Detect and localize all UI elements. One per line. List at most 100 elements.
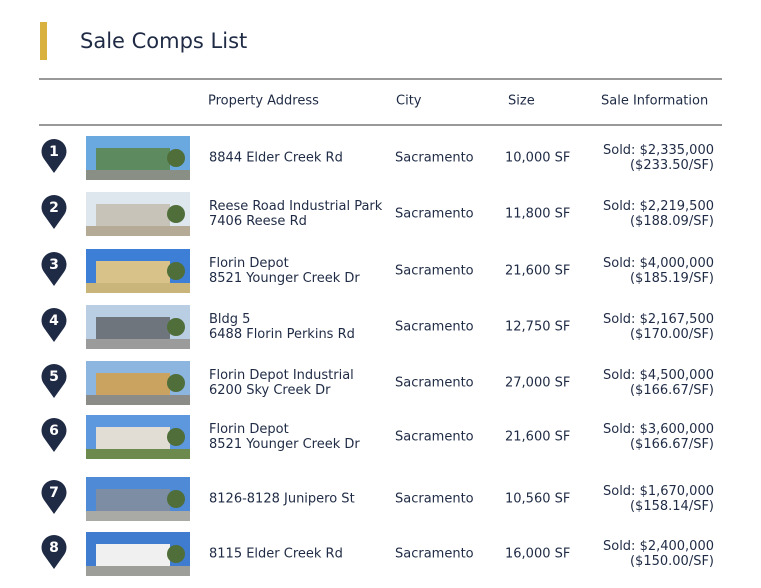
city: Sacramento [395, 547, 474, 562]
photo-tree [167, 318, 185, 336]
size: 21,600 SF [505, 430, 570, 445]
photo-ground [86, 395, 190, 405]
accent-bar [40, 22, 47, 60]
sale-info: Sold: $3,600,000 [603, 422, 714, 437]
city: Sacramento [395, 492, 474, 507]
city: Sacramento [395, 151, 474, 166]
property-address: Reese Road Industrial Park [209, 199, 383, 214]
photo-ground [86, 339, 190, 349]
photo-building [96, 317, 170, 339]
pin-number: 6 [49, 423, 59, 439]
pin-number: 8 [49, 540, 59, 556]
column-header: City [396, 94, 422, 109]
photo-building [96, 544, 170, 566]
city: Sacramento [395, 207, 474, 222]
map-pin [41, 138, 67, 173]
map-pin [41, 480, 67, 514]
pin-number: 4 [49, 313, 59, 329]
sale-info: ($166.67/SF) [630, 383, 714, 398]
column-header: Sale Information [601, 94, 708, 109]
sale-info: ($185.19/SF) [630, 271, 714, 286]
property-address: 8115 Elder Creek Rd [209, 547, 343, 562]
photo-ground [86, 511, 190, 521]
city: Sacramento [395, 430, 474, 445]
size: 16,000 SF [505, 547, 570, 562]
sale-info: ($166.67/SF) [630, 437, 714, 452]
pin-number: 3 [49, 257, 59, 273]
sale-info: Sold: $2,400,000 [603, 539, 714, 554]
property-photo [86, 477, 190, 521]
photo-tree [167, 374, 185, 392]
size: 21,600 SF [505, 264, 570, 279]
pin-number: 2 [49, 200, 59, 216]
photo-building [96, 489, 170, 511]
photo-building [96, 148, 170, 170]
photo-ground [86, 566, 190, 576]
property-photo [86, 361, 190, 405]
property-address: 8844 Elder Creek Rd [209, 151, 343, 166]
photo-ground [86, 170, 190, 180]
property-photo [86, 415, 190, 459]
column-header: Property Address [208, 94, 319, 109]
map-pin [41, 363, 67, 398]
property-photo [86, 136, 190, 180]
property-address: 6200 Sky Creek Dr [209, 383, 331, 398]
property-photo [86, 192, 190, 236]
pin-number: 7 [49, 485, 59, 501]
property-address: Florin Depot [209, 422, 289, 437]
sale-info: Sold: $4,500,000 [603, 368, 714, 383]
city: Sacramento [395, 376, 474, 391]
photo-ground [86, 283, 190, 293]
pin-number: 1 [49, 144, 59, 160]
map-pin [41, 534, 67, 569]
property-photo [86, 532, 190, 576]
column-header: Size [508, 94, 535, 109]
photo-building [96, 261, 170, 283]
photo-tree [167, 262, 185, 280]
property-address: 8521 Younger Creek Dr [209, 271, 360, 286]
sale-info: ($233.50/SF) [630, 158, 714, 173]
size: 10,000 SF [505, 151, 570, 166]
photo-ground [86, 226, 190, 236]
sale-info: ($150.00/SF) [630, 554, 714, 569]
map-pin [41, 194, 67, 229]
map-pin [41, 251, 67, 286]
photo-ground [86, 449, 190, 459]
sale-info: Sold: $2,219,500 [603, 199, 714, 214]
property-address: Bldg 5 [209, 312, 250, 327]
photo-tree [167, 205, 185, 223]
sale-info: Sold: $2,167,500 [603, 312, 714, 327]
photo-building [96, 204, 170, 226]
sale-info: Sold: $4,000,000 [603, 256, 714, 271]
city: Sacramento [395, 320, 474, 335]
property-photo [86, 249, 190, 293]
map-pin [41, 307, 67, 342]
map-pin [41, 418, 67, 452]
pin-number: 5 [49, 369, 59, 385]
property-address: 6488 Florin Perkins Rd [209, 327, 355, 342]
property-address: 8521 Younger Creek Dr [209, 437, 360, 452]
property-address: Florin Depot Industrial [209, 368, 354, 383]
size: 27,000 SF [505, 376, 570, 391]
city: Sacramento [395, 264, 474, 279]
sale-info: ($188.09/SF) [630, 214, 714, 229]
property-address: 8126-8128 Junipero St [209, 492, 355, 507]
page-title: Sale Comps List [80, 29, 247, 53]
photo-tree [167, 428, 185, 446]
sale-info: ($158.14/SF) [630, 499, 714, 514]
sale-info: Sold: $2,335,000 [603, 143, 714, 158]
photo-building [96, 373, 170, 395]
property-photo [86, 305, 190, 349]
size: 11,800 SF [505, 207, 570, 222]
sale-info: Sold: $1,670,000 [603, 484, 714, 499]
photo-tree [167, 490, 185, 508]
size: 12,750 SF [505, 320, 570, 335]
photo-tree [167, 545, 185, 563]
photo-tree [167, 149, 185, 167]
property-address: 7406 Reese Rd [209, 214, 307, 229]
sale-info: ($170.00/SF) [630, 327, 714, 342]
size: 10,560 SF [505, 492, 570, 507]
photo-building [96, 427, 170, 449]
property-address: Florin Depot [209, 256, 289, 271]
